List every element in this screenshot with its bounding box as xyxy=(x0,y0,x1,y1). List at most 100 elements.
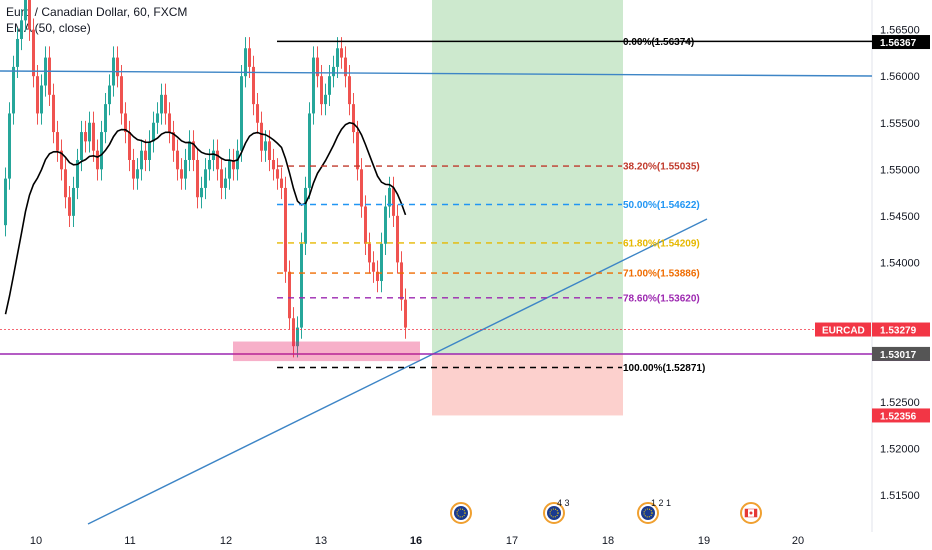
candle-body xyxy=(8,113,11,179)
ca-flag-icon[interactable] xyxy=(740,502,762,524)
candle-body xyxy=(320,76,323,105)
candle-body xyxy=(24,0,27,21)
candle-body xyxy=(228,159,231,179)
eu-flag-icon[interactable] xyxy=(543,502,565,524)
fib-level-label: 61.80%(1.54209) xyxy=(623,238,700,249)
candle-body xyxy=(116,57,119,77)
candle-body xyxy=(280,178,283,188)
candle-body xyxy=(84,132,87,142)
candle-body xyxy=(348,76,351,105)
fib-level-label: 78.60%(1.53620) xyxy=(623,293,700,304)
candle-body xyxy=(264,141,267,151)
candle-body xyxy=(172,132,175,151)
fib-level-label: 38.20%(1.55035) xyxy=(623,162,700,173)
candle-body xyxy=(128,132,131,160)
price-tag-label: 1.52356 xyxy=(880,411,917,422)
candle-body xyxy=(20,20,23,39)
candle-body xyxy=(68,197,71,216)
candle-body xyxy=(56,132,59,151)
candle-body xyxy=(104,104,107,133)
candle-body xyxy=(168,113,171,133)
candle-body xyxy=(28,0,31,30)
price-tag xyxy=(872,408,930,423)
candle-body xyxy=(308,113,311,188)
candle-body xyxy=(144,150,147,160)
candle-body xyxy=(232,159,235,170)
candle-body xyxy=(328,76,331,95)
candle-body xyxy=(32,29,35,77)
time-axis[interactable] xyxy=(0,532,932,550)
ema-line[interactable] xyxy=(4,121,407,315)
symbol-tag xyxy=(815,322,871,337)
candle-body xyxy=(380,243,383,282)
price-tick-label: 1.55000 xyxy=(880,164,920,176)
candle-body xyxy=(48,57,51,95)
candle-body xyxy=(192,141,195,160)
candle-body xyxy=(276,169,279,179)
candle-body xyxy=(356,132,359,170)
chart-title[interactable]: Euro / Canadian Dollar, 60, FXCM xyxy=(6,5,188,19)
candle-body xyxy=(16,38,19,67)
price-tick-label: 1.56000 xyxy=(880,71,920,83)
candle-body xyxy=(344,57,347,77)
indicator-legend[interactable]: EMA (50, close) xyxy=(6,21,91,35)
candle-body xyxy=(384,206,387,244)
support-zone[interactable] xyxy=(233,341,420,362)
candle-body xyxy=(340,48,343,58)
price-tag-label: 1.53279 xyxy=(880,326,917,337)
time-tick-label: 20 xyxy=(792,535,804,547)
candle-body xyxy=(252,66,255,105)
candle-body xyxy=(324,94,327,105)
candle-body xyxy=(160,94,163,114)
candle-body xyxy=(268,141,271,160)
loss-zone[interactable] xyxy=(432,353,623,416)
profit-zone[interactable] xyxy=(432,0,623,354)
resistance-line[interactable] xyxy=(0,70,873,77)
trend-line[interactable] xyxy=(87,218,708,525)
price-tag xyxy=(872,35,930,50)
symbol-tag-label: EURCAD xyxy=(822,326,865,337)
fib-level-label: 50.00%(1.54622) xyxy=(623,200,700,211)
eu-flag-icon[interactable] xyxy=(637,502,659,524)
candle-body xyxy=(120,76,123,114)
candle-body xyxy=(224,178,227,188)
candle-body xyxy=(372,262,375,272)
candle-body xyxy=(288,271,291,319)
candle-body xyxy=(200,187,203,198)
time-tick-label: 18 xyxy=(602,535,614,547)
candle-body xyxy=(152,122,155,142)
candle-body xyxy=(64,169,67,198)
candle-body xyxy=(244,48,247,77)
time-tick-label: 13 xyxy=(315,535,327,547)
price-axis[interactable] xyxy=(872,0,932,550)
candle-body xyxy=(316,57,319,77)
candle-body xyxy=(220,169,223,188)
candle-body xyxy=(212,150,215,160)
candle-body xyxy=(40,85,43,114)
eu-flag-icon[interactable] xyxy=(450,502,472,524)
candle-body xyxy=(180,169,183,179)
candle-body xyxy=(272,159,275,170)
fib-level-label: 71.00%(1.53886) xyxy=(623,269,700,280)
candle-body xyxy=(248,48,251,67)
candle-body xyxy=(96,150,99,170)
fib-level-label: 100.00%(1.52871) xyxy=(623,363,705,374)
candle-body xyxy=(36,76,39,114)
candle-body xyxy=(132,159,135,179)
candle-body xyxy=(196,159,199,198)
candle-body xyxy=(376,271,379,282)
candle-body xyxy=(304,187,307,244)
candle-body xyxy=(392,187,395,216)
candle-body xyxy=(404,299,407,328)
candle-body xyxy=(136,169,139,179)
event-count: 4 3 xyxy=(557,498,570,508)
candle-body xyxy=(364,206,367,244)
candle-body xyxy=(60,150,63,170)
price-tag-label: 1.56367 xyxy=(880,38,917,49)
price-tick-label: 1.54000 xyxy=(880,257,920,269)
time-tick-label: 19 xyxy=(698,535,710,547)
candle-body xyxy=(80,132,83,160)
candle-body xyxy=(208,159,211,170)
